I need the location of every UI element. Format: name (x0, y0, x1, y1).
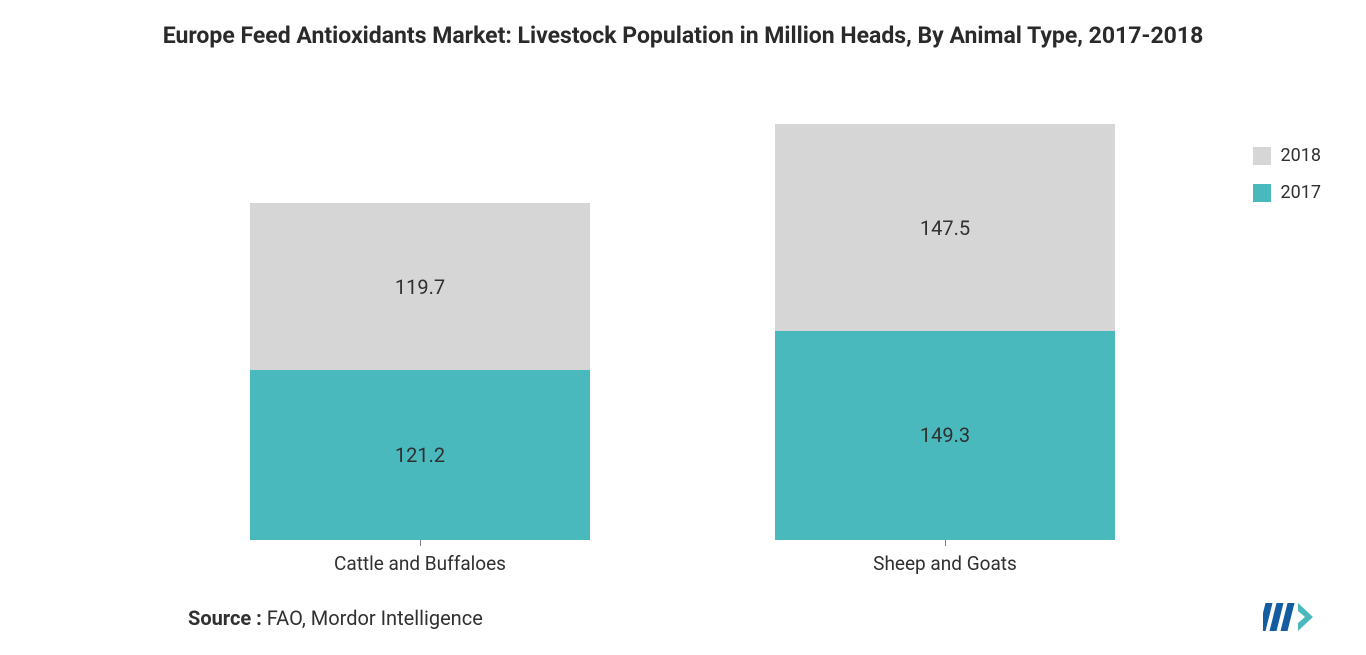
x-tick (945, 540, 946, 546)
bar-segment-2017: 149.3 (775, 331, 1115, 540)
legend-swatch-icon (1253, 147, 1271, 165)
chart-legend: 2018 2017 (1253, 145, 1321, 219)
x-axis-label: Sheep and Goats (775, 552, 1115, 575)
x-axis-label: Cattle and Buffaloes (250, 552, 590, 575)
bar-group: 119.7121.2Cattle and Buffaloes (250, 203, 590, 540)
x-tick (420, 540, 421, 546)
bar-segment-2018: 147.5 (775, 124, 1115, 331)
chart-title: Europe Feed Antioxidants Market: Livesto… (0, 0, 1366, 52)
legend-item: 2018 (1253, 145, 1321, 166)
mordor-logo-icon (1263, 601, 1321, 633)
legend-label: 2018 (1281, 145, 1321, 166)
legend-item: 2017 (1253, 182, 1321, 203)
brand-logo (1263, 601, 1321, 633)
chart-plot-area: 119.7121.2Cattle and Buffaloes 147.5149.3… (190, 120, 1160, 540)
source-text: FAO, Mordor Intelligence (262, 606, 483, 630)
source-label: Source : (188, 606, 262, 630)
bar-segment-2017: 121.2 (250, 370, 590, 540)
legend-label: 2017 (1281, 182, 1321, 203)
legend-swatch-icon (1253, 184, 1271, 202)
bars-container: 119.7121.2Cattle and Buffaloes 147.5149.3… (190, 120, 1160, 540)
bar-group: 147.5149.3Sheep and Goats (775, 124, 1115, 540)
bar-segment-2018: 119.7 (250, 203, 590, 371)
source-citation: Source : FAO, Mordor Intelligence (188, 606, 483, 630)
